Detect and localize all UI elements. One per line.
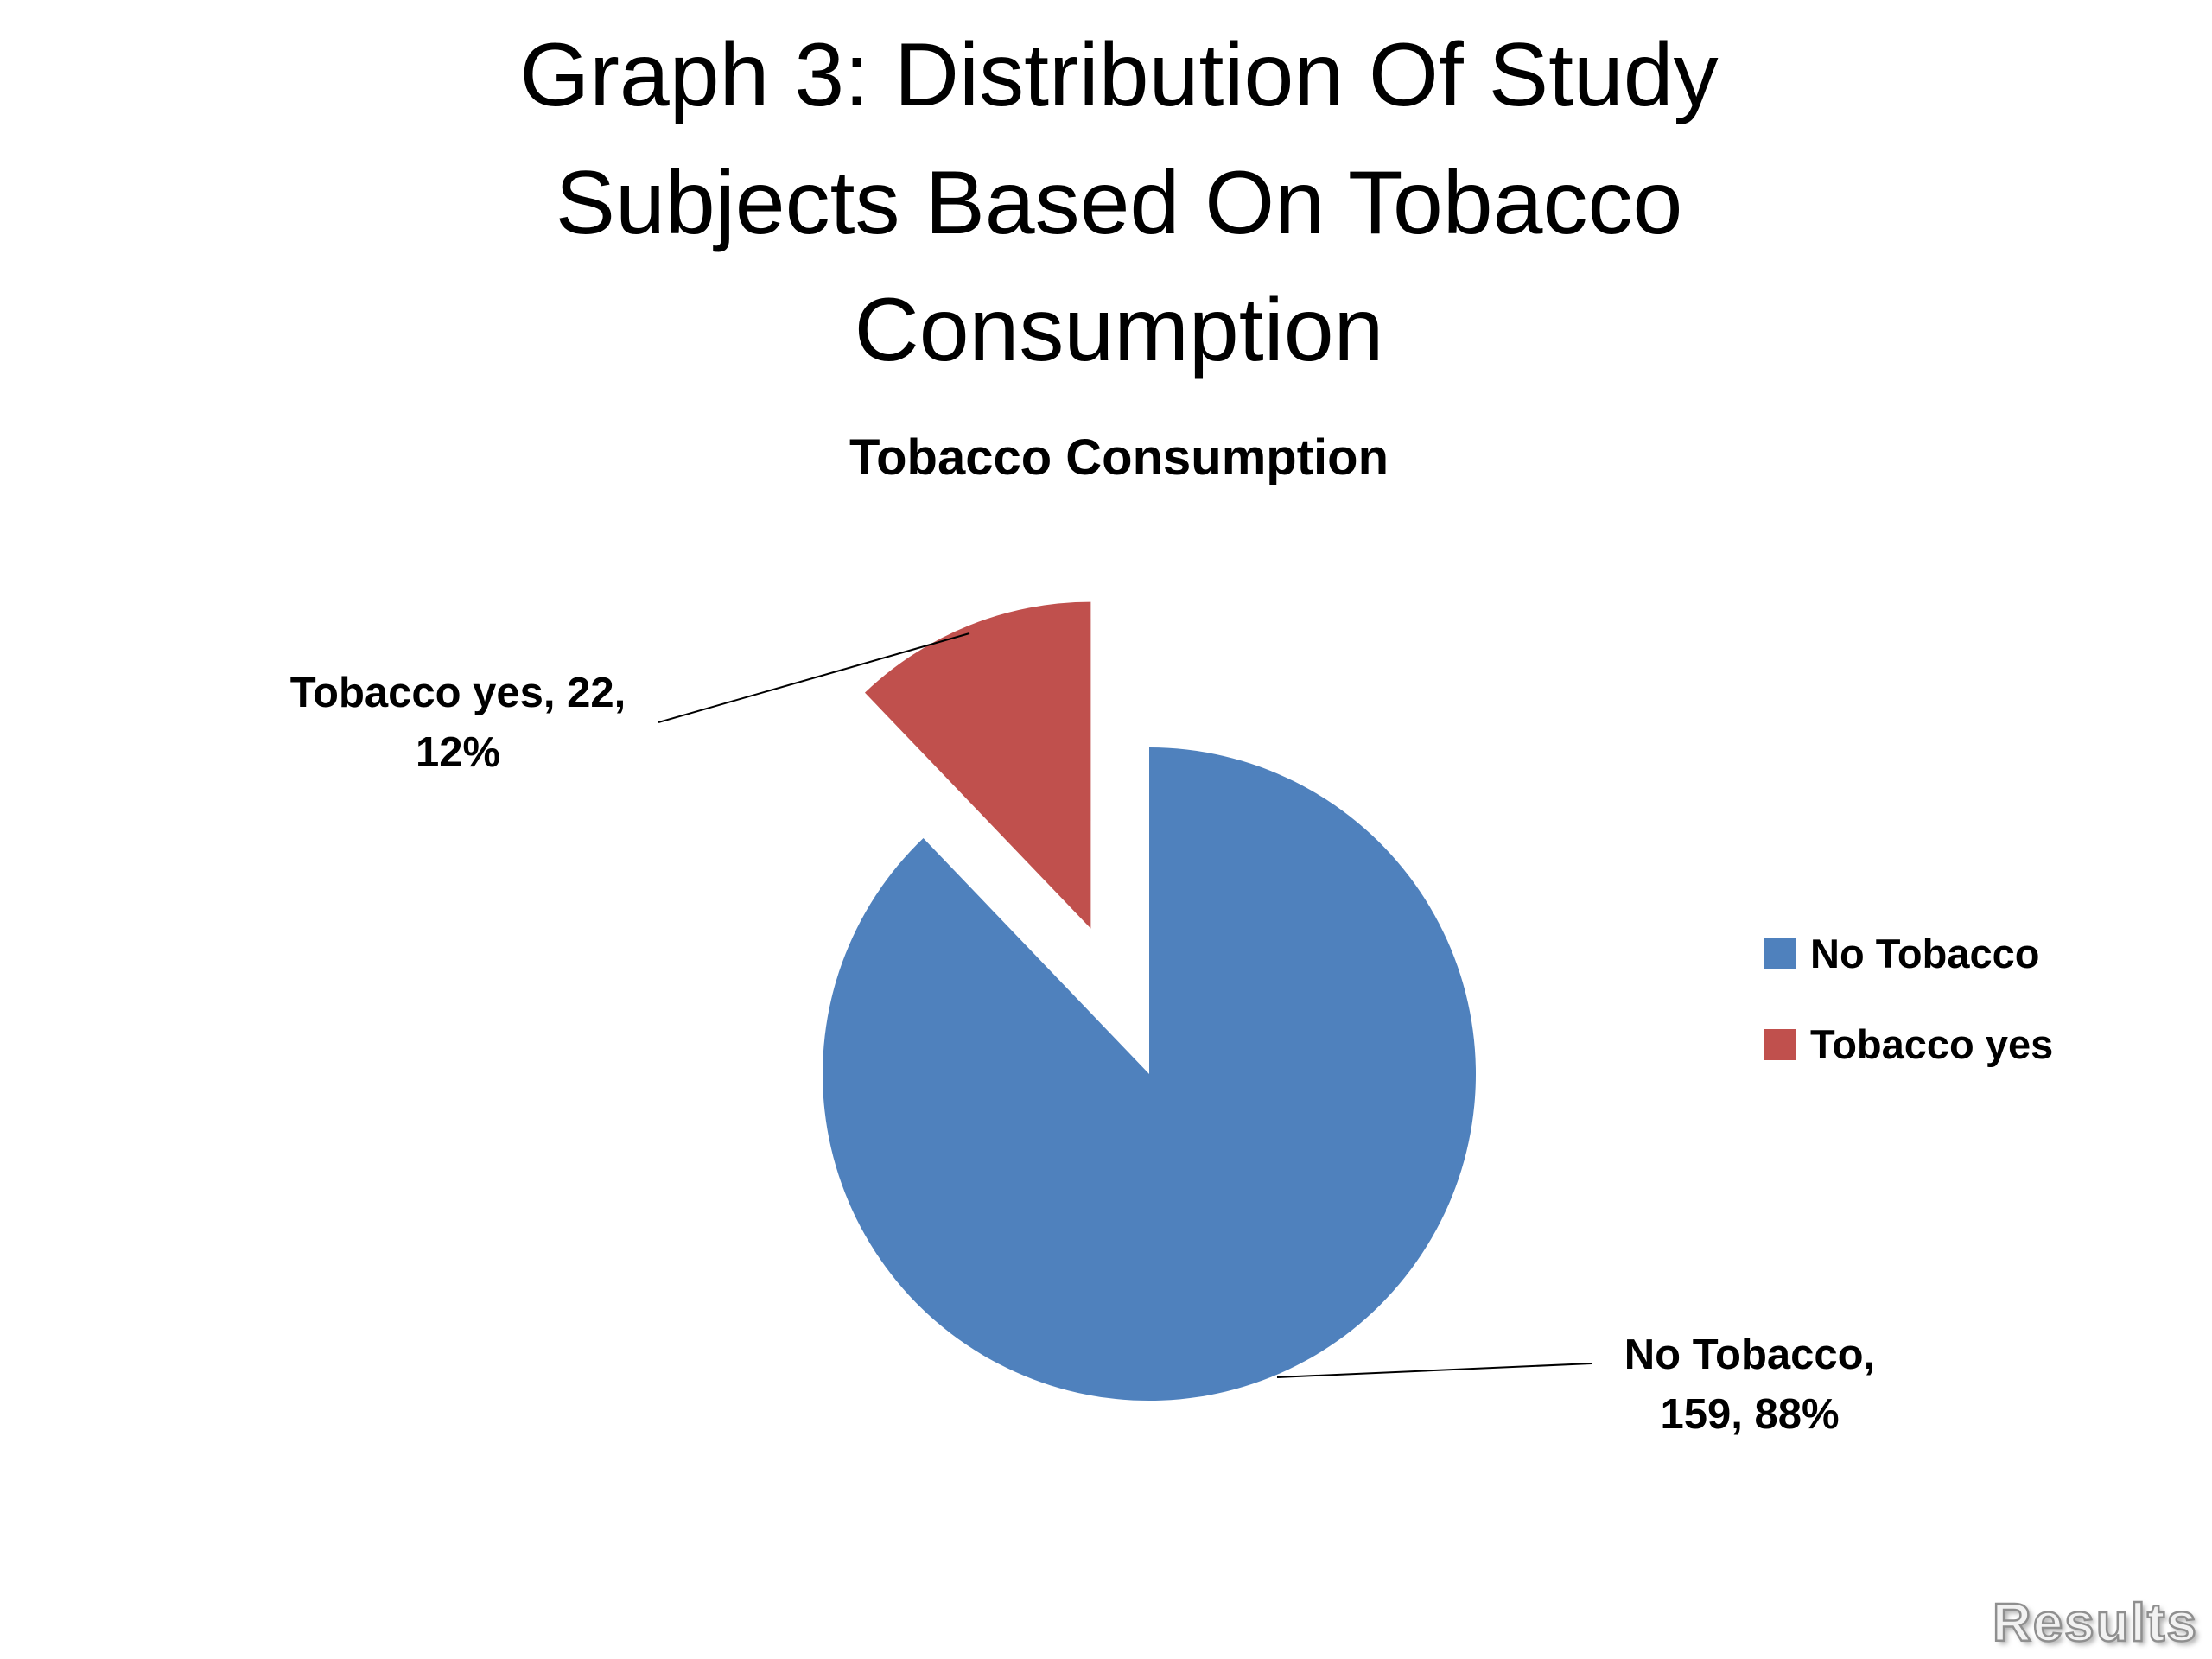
legend-item-tobacco-yes: Tobacco yes	[1764, 1020, 2053, 1068]
slide-title: Graph 3: Distribution Of Study Subjects …	[26, 12, 2212, 395]
data-label-tobacco-yes-line-2: 12%	[415, 728, 501, 776]
leader-line-no-tobacco	[1276, 1363, 1592, 1378]
data-label-tobacco-yes-line-1: Tobacco yes, 22,	[289, 670, 626, 716]
slide-title-line-1: Graph 3: Distribution Of Study	[519, 25, 1719, 125]
data-label-no-tobacco: No Tobacco, 159, 88%	[1581, 1325, 1918, 1444]
results-watermark: Results	[1992, 1592, 2198, 1655]
data-label-no-tobacco-line-2: 159, 88%	[1660, 1390, 1840, 1438]
legend-label-tobacco-yes: Tobacco yes	[1810, 1021, 2054, 1067]
pie-slices-group	[823, 601, 1477, 1401]
data-label-tobacco-yes: Tobacco yes, 22, 12%	[259, 664, 657, 782]
legend-swatch-no-tobacco-icon	[1764, 938, 1796, 969]
legend-swatch-tobacco-yes-icon	[1764, 1028, 1796, 1060]
chart-title: Tobacco Consumption	[849, 429, 1389, 486]
data-label-no-tobacco-line-1: No Tobacco,	[1624, 1332, 1876, 1378]
pie-slice-no-tobacco	[823, 747, 1477, 1401]
pie-slice-tobacco-yes	[864, 601, 1091, 929]
slide-title-line-2: Subjects Based On Tobacco	[555, 152, 1683, 253]
legend-label-no-tobacco: No Tobacco	[1810, 931, 2040, 976]
legend-item-no-tobacco: No Tobacco	[1764, 930, 2053, 977]
slide-title-line-3: Consumption	[854, 280, 1384, 381]
chart-legend: No Tobacco Tobacco yes	[1764, 930, 2053, 1068]
leader-line-tobacco-yes	[658, 632, 970, 723]
